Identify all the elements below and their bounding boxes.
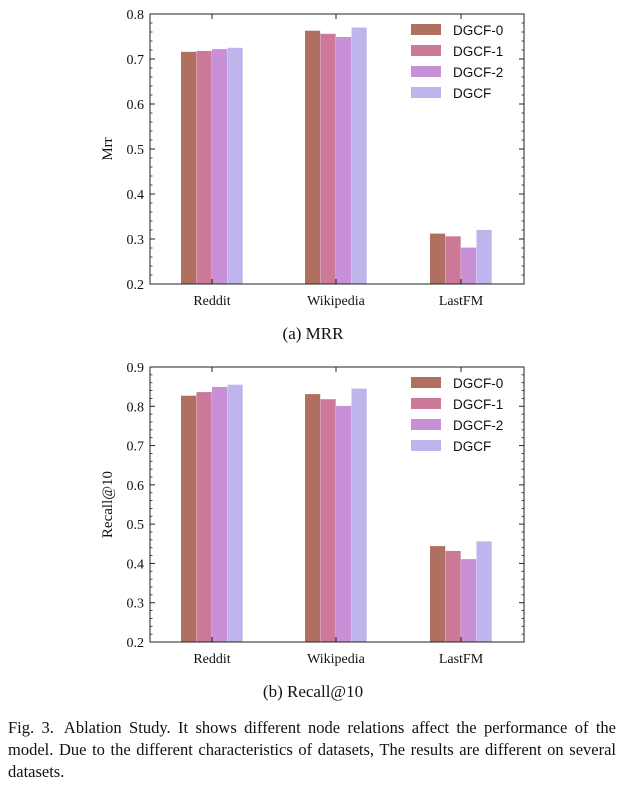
legend-swatch-dgcf-0 [411,377,441,388]
bar-dgcf-wikipedia [351,27,367,284]
figure-caption-text: Ablation Study. It shows different node … [8,718,617,781]
legend-swatch-dgcf [411,87,441,98]
legend-label-dgcf-0: DGCF-0 [453,376,503,391]
x-tick-label: LastFM [439,652,484,667]
bar-dgcf-lastfm [476,230,492,284]
bar-dgcf-1-lastfm [445,236,461,284]
y-axis-label: Mrr [100,137,116,160]
bar-dgcf-0-reddit [181,51,197,284]
bar-dgcf-2-lastfm [461,247,477,284]
bar-dgcf-0-lastfm [430,546,446,642]
legend-label-dgcf-2: DGCF-2 [453,418,503,433]
y-tick-label: 0.6 [127,479,145,494]
legend-label-dgcf-1: DGCF-1 [453,44,503,59]
y-tick-label: 0.3 [127,233,145,248]
figure-caption-label: Fig. 3. [8,718,54,737]
y-tick-label: 0.6 [127,98,145,113]
subcaption-a: (a) MRR [282,324,344,343]
x-tick-label: LastFM [439,294,484,309]
bar-dgcf-lastfm [476,541,492,642]
y-tick-label: 0.3 [127,597,145,612]
bar-dgcf-1-wikipedia [320,399,336,642]
bar-dgcf-1-reddit [196,50,212,285]
x-tick-label: Reddit [193,652,230,667]
bar-dgcf-0-wikipedia [305,394,321,642]
y-tick-label: 0.4 [127,188,145,203]
x-tick-label: Reddit [193,294,230,309]
bar-dgcf-1-lastfm [445,550,461,642]
legend-swatch-dgcf-1 [411,45,441,56]
chart-panel-recall: 0.2 0.3 0.4 0.5 0.6 0.7 0.8 0.9 Reddit Wikipedia L… [100,361,525,667]
y-tick-label: 0.2 [127,278,145,293]
bar-dgcf-2-reddit [212,387,228,642]
legend-swatch-dgcf-2 [411,419,441,430]
bar-dgcf-2-wikipedia [336,37,352,284]
subcaption-b: (b) Recall@10 [262,682,364,701]
y-tick-label: 0.5 [127,518,145,533]
bar-dgcf-2-lastfm [461,559,477,642]
legend-label-dgcf: DGCF [453,86,491,101]
legend-swatch-dgcf [411,440,441,451]
y-axis-label: Recall@10 [100,471,116,538]
y-tick-label: 0.5 [127,143,145,158]
figure-caption: Fig. 3. Ablation Study. It shows differen… [8,717,616,783]
y-tick-label: 0.8 [127,8,145,23]
legend-label-dgcf-1: DGCF-1 [453,397,503,412]
bar-dgcf-1-wikipedia [320,33,336,284]
legend-label-dgcf-2: DGCF-2 [453,65,503,80]
y-tick-label: 0.7 [127,440,145,455]
legend-label-dgcf: DGCF [453,439,491,454]
legend-swatch-dgcf-1 [411,398,441,409]
chart-panel-mrr: 0.2 0.3 0.4 0.5 0.6 0.7 0.8 Reddit Wikipedia Last… [100,8,525,309]
bar-dgcf-2-reddit [212,49,228,284]
bar-dgcf-1-reddit [196,392,212,642]
legend-swatch-dgcf-2 [411,66,441,77]
x-tick-label: Wikipedia [307,652,366,667]
plot-frame [149,366,525,643]
bar-dgcf-wikipedia [351,388,367,642]
legend-swatch-dgcf-0 [411,24,441,35]
x-tick-label: Wikipedia [307,294,366,309]
legend: DGCF-0 DGCF-1 DGCF-2 DGCF [411,376,503,454]
y-tick-label: 0.7 [127,53,145,68]
y-tick-label: 0.8 [127,400,145,415]
bar-dgcf-0-lastfm [430,233,446,284]
legend-label-dgcf-0: DGCF-0 [453,23,503,38]
y-tick-label: 0.4 [127,557,145,572]
figure-charts: 0.2 0.3 0.4 0.5 0.6 0.7 0.8 Reddit Wikipedia Last… [100,8,525,667]
legend: DGCF-0 DGCF-1 DGCF-2 DGCF [411,23,503,101]
bar-dgcf-reddit [227,384,243,642]
y-tick-label: 0.2 [127,636,145,651]
bar-dgcf-0-reddit [181,395,197,642]
y-tick-label: 0.9 [127,361,145,376]
bar-dgcf-2-wikipedia [336,405,352,642]
bar-dgcf-0-wikipedia [305,30,321,285]
bar-dgcf-reddit [227,47,243,284]
